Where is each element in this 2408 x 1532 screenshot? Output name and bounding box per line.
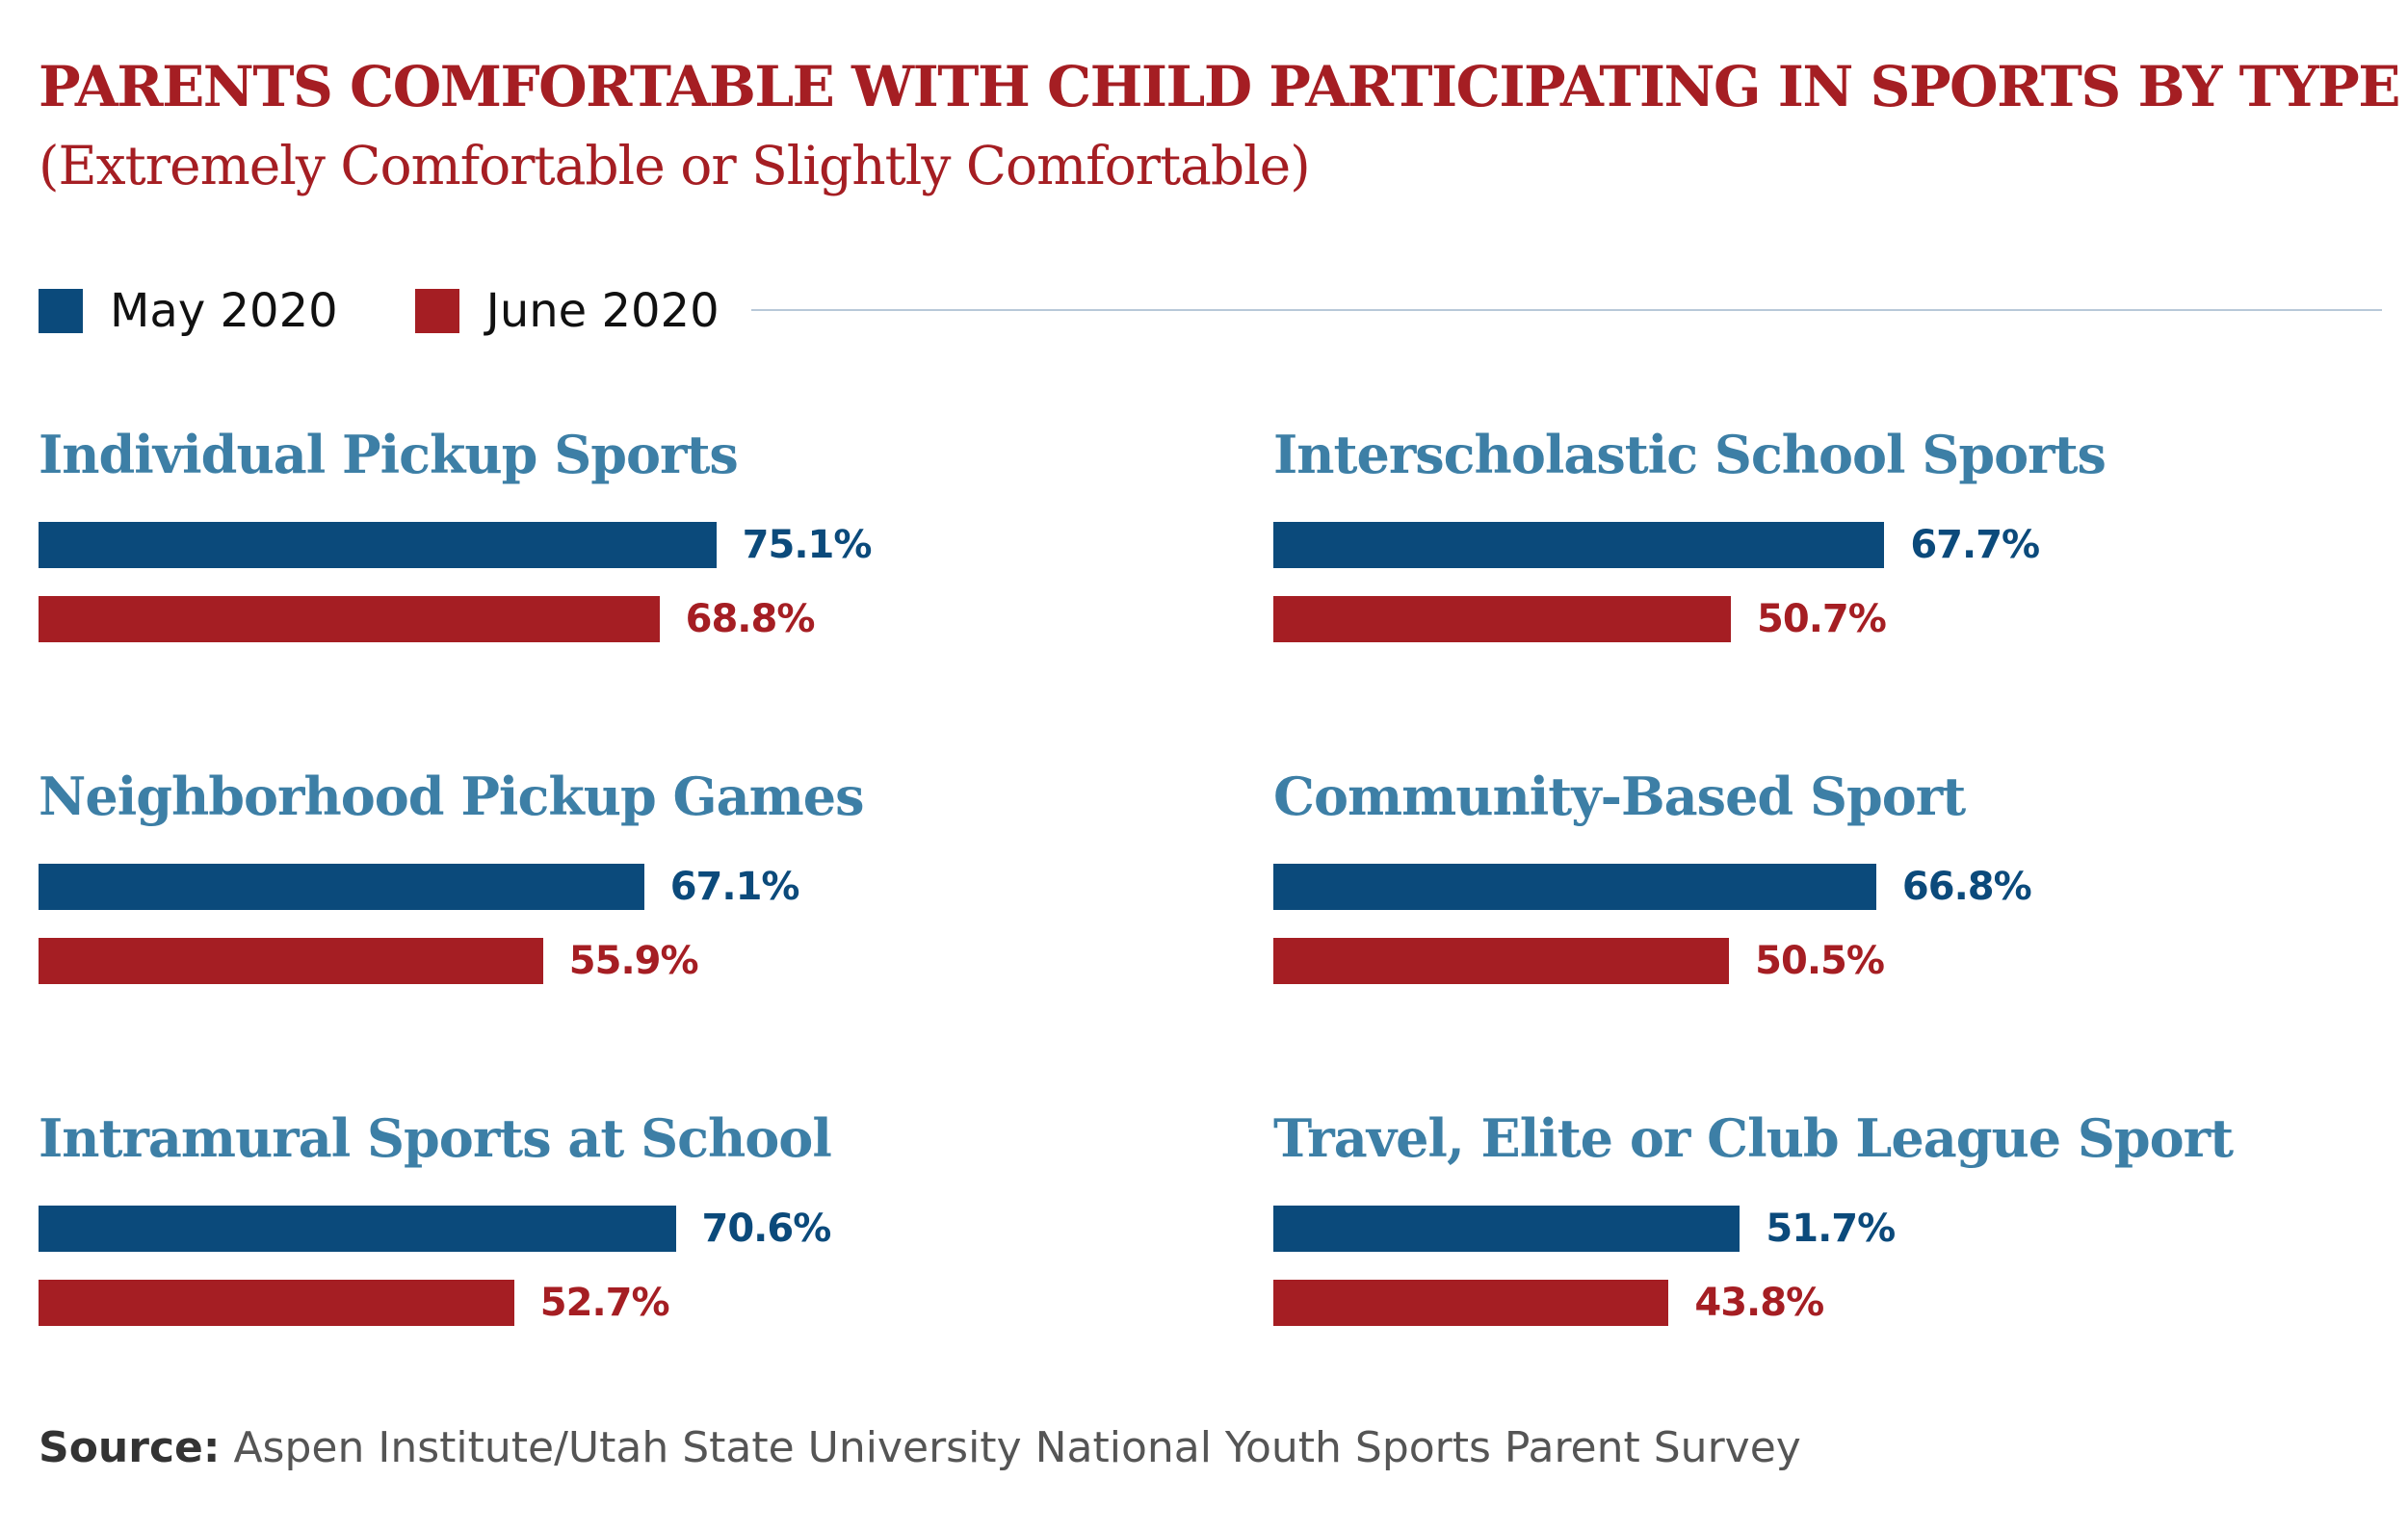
source-text: Aspen Institute/Utah State University Na… [220,1423,1801,1472]
source-note: Source: Aspen Institute/Utah State Unive… [39,1423,1801,1472]
source-label: Source: [39,1423,221,1472]
bar-may [39,864,644,910]
bar-may [1273,864,1876,910]
bar-june [1273,596,1732,642]
legend: May 2020 June 2020 [39,284,720,338]
legend-item-may: May 2020 [39,284,338,338]
value-label-june: 68.8% [685,597,816,641]
panel-neighborhood-pickup-games: Neighborhood Pickup Games 67.1% 55.9% [39,766,1194,1054]
category-title: Interscholastic School Sports [1273,424,2107,485]
bar-may [1273,1206,1741,1252]
panel-interscholastic-school-sports: Interscholastic School Sports 67.7% 50.7% [1273,424,2408,713]
panel-travel-elite-or-club-league-sport: Travel, Elite or Club League Sport 51.7% 4… [1273,1107,2408,1396]
value-label-june: 50.5% [1755,939,1885,983]
chart-title: PARENTS COMFORTABLE WITH CHILD PARTICIPA… [39,54,2401,119]
category-title: Individual Pickup Sports [39,424,739,485]
value-label-may: 67.7% [1910,523,2040,567]
bar-june [39,1280,514,1326]
value-label-june: 52.7% [539,1281,670,1325]
legend-item-june: June 2020 [414,284,720,338]
legend-label-june: June 2020 [485,284,720,338]
bar-june [1273,1280,1669,1326]
bar-may [39,522,717,568]
value-label-may: 70.6% [701,1207,832,1251]
bar-may [1273,522,1885,568]
category-title: Intramural Sports at School [39,1107,832,1169]
legend-swatch-june [414,289,459,333]
value-label-may: 75.1% [742,523,873,567]
legend-label-may: May 2020 [110,284,338,338]
legend-divider [751,309,2382,311]
value-label-may: 66.8% [1901,865,2032,909]
value-label-june: 43.8% [1694,1281,1824,1325]
value-label-june: 50.7% [1757,597,1887,641]
category-title: Community-Based Sport [1273,766,1966,827]
category-title: Neighborhood Pickup Games [39,766,865,827]
bar-june [39,938,543,984]
chart-subtitle: (Extremely Comfortable or Slightly Comfo… [39,135,1311,196]
panel-community-based-sport: Community-Based Sport 66.8% 50.5% [1273,766,2408,1054]
panel-intramural-sports-at-school: Intramural Sports at School 70.6% 52.7% [39,1107,1194,1396]
bar-may [39,1206,676,1252]
panel-individual-pickup-sports: Individual Pickup Sports 75.1% 68.8% [39,424,1194,713]
value-label-may: 67.1% [669,865,800,909]
category-title: Travel, Elite or Club League Sport [1273,1107,2234,1169]
legend-swatch-may [39,289,83,333]
value-label-may: 51.7% [1766,1207,1896,1251]
bar-june [1273,938,1730,984]
bar-june [39,596,660,642]
value-label-june: 55.9% [568,939,699,983]
